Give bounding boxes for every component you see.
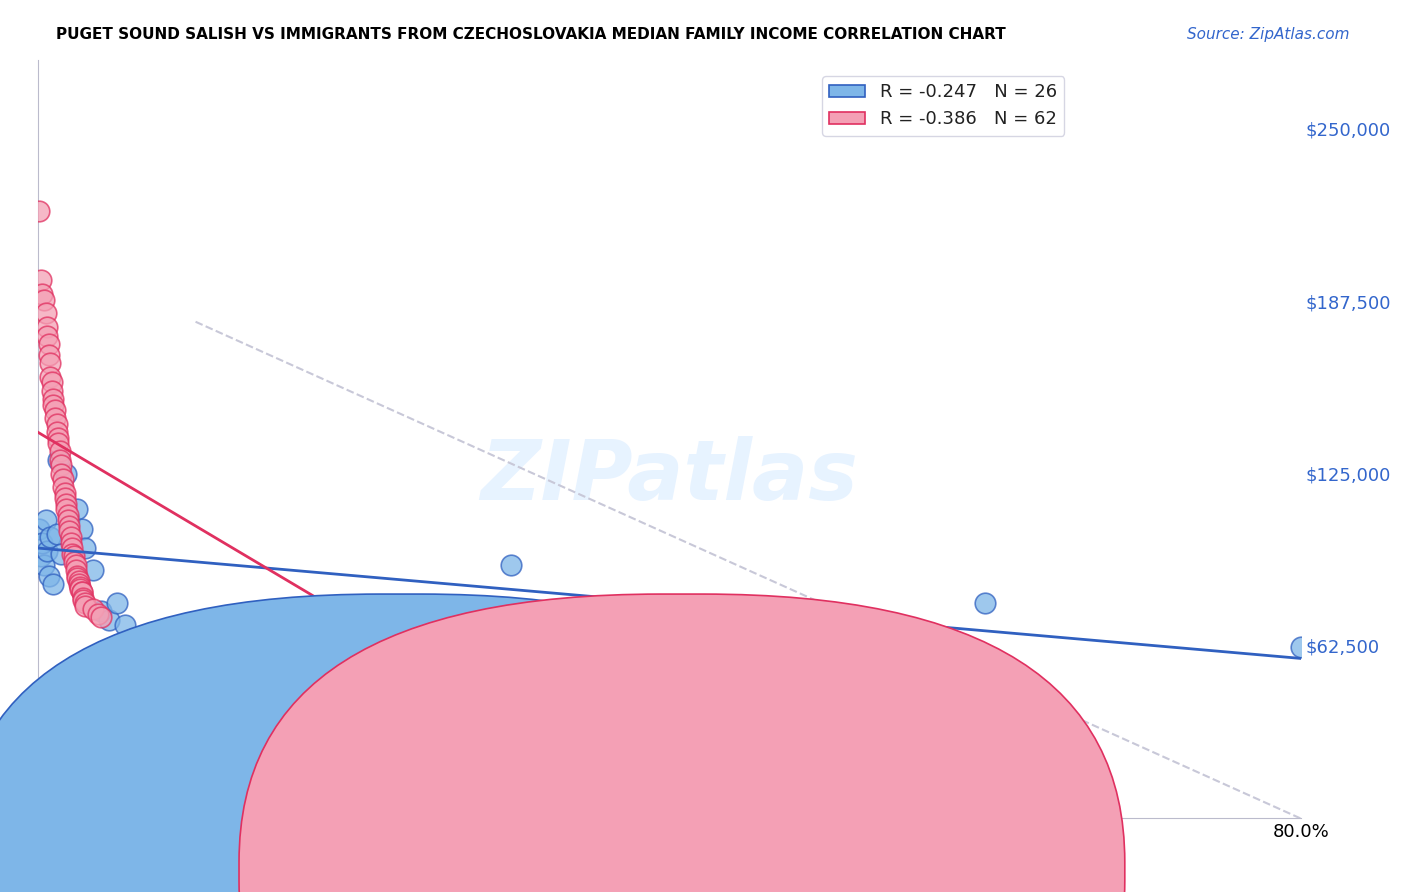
Point [66, 571, 89, 585]
Point [42, 392, 65, 406]
Point [70, 522, 93, 536]
Point [32, 558, 55, 572]
Point [86, 607, 108, 622]
Point [184, 687, 207, 701]
Point [62, 541, 84, 555]
Point [52, 472, 75, 486]
Point [44, 403, 66, 417]
Point [63, 555, 86, 569]
Point [70, 585, 93, 599]
Point [121, 632, 143, 646]
Point [55, 467, 77, 481]
Point [114, 679, 136, 693]
Point [45, 425, 67, 439]
Point [30, 273, 52, 287]
Point [67, 574, 90, 589]
Point [82, 563, 104, 577]
Point [30, 549, 52, 564]
Point [200, 690, 222, 704]
Point [41, 376, 63, 390]
Point [90, 610, 112, 624]
Point [82, 601, 104, 615]
Point [69, 580, 91, 594]
Point [46, 452, 69, 467]
Point [31, 287, 53, 301]
Point [49, 452, 72, 467]
Point [28, 204, 51, 219]
Point [66, 502, 89, 516]
Point [69, 582, 91, 597]
Point [42, 577, 65, 591]
Point [62, 547, 84, 561]
Point [1289, 640, 1312, 655]
Point [38, 348, 60, 362]
Point [46, 431, 69, 445]
Point [51, 458, 73, 473]
Point [28, 522, 51, 536]
Point [39, 356, 62, 370]
Point [58, 524, 80, 539]
Point [37, 320, 59, 334]
Point [32, 293, 55, 307]
Point [973, 596, 995, 610]
Point [34, 513, 56, 527]
Point [45, 527, 67, 541]
Point [46, 436, 69, 450]
Point [90, 605, 112, 619]
Point [56, 513, 79, 527]
Point [55, 497, 77, 511]
Point [55, 502, 77, 516]
Point [42, 398, 65, 412]
Point [72, 591, 94, 605]
Point [38, 336, 60, 351]
Point [105, 673, 128, 688]
Point [44, 411, 66, 425]
Point [97, 613, 120, 627]
Point [39, 530, 62, 544]
Text: Immigrants from Czechoslovakia: Immigrants from Czechoslovakia [637, 860, 910, 878]
Point [105, 596, 128, 610]
Point [114, 618, 136, 632]
Point [58, 513, 80, 527]
Legend: R = -0.247   N = 26, R = -0.386   N = 62: R = -0.247 N = 26, R = -0.386 N = 62 [823, 76, 1064, 136]
Point [53, 491, 76, 506]
Point [52, 480, 75, 494]
Point [501, 558, 523, 572]
Point [45, 417, 67, 431]
Text: Source: ZipAtlas.com: Source: ZipAtlas.com [1187, 27, 1350, 42]
Point [39, 370, 62, 384]
Point [37, 328, 59, 343]
Point [70, 585, 93, 599]
Text: ZIPatlas: ZIPatlas [481, 436, 858, 517]
Point [63, 549, 86, 564]
Point [59, 530, 82, 544]
Point [72, 593, 94, 607]
Point [49, 444, 72, 458]
Point [65, 558, 87, 572]
Point [65, 563, 87, 577]
Point [73, 596, 96, 610]
Point [67, 577, 90, 591]
Point [31, 535, 53, 549]
Point [56, 508, 79, 522]
Point [41, 384, 63, 398]
Point [58, 519, 80, 533]
Text: PUGET SOUND SALISH VS IMMIGRANTS FROM CZECHOSLOVAKIA MEDIAN FAMILY INCOME CORREL: PUGET SOUND SALISH VS IMMIGRANTS FROM CZ… [56, 27, 1005, 42]
Point [53, 486, 76, 500]
Point [51, 547, 73, 561]
Text: Puget Sound Salish: Puget Sound Salish [412, 860, 572, 878]
Point [37, 543, 59, 558]
Point [66, 568, 89, 582]
Point [59, 535, 82, 549]
Point [34, 306, 56, 320]
Point [73, 599, 96, 613]
Point [38, 568, 60, 582]
Point [51, 467, 73, 481]
Point [73, 541, 96, 555]
